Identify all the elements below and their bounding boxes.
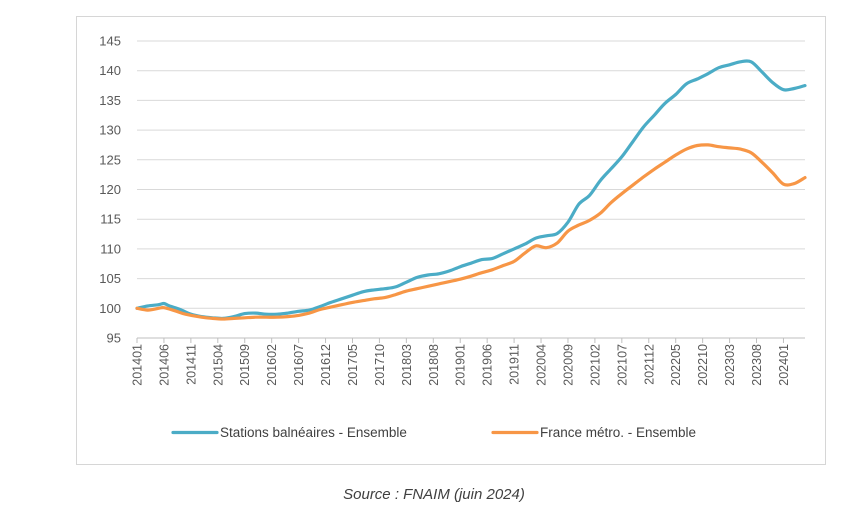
x-tick-label: 201509 xyxy=(238,344,252,386)
x-tick-label: 202112 xyxy=(642,344,656,385)
y-tick-label: 140 xyxy=(99,63,121,78)
series-lines xyxy=(135,59,807,321)
x-tick-label: 201901 xyxy=(454,344,468,386)
y-tick-label: 110 xyxy=(100,241,121,256)
x-tick-label: 201411 xyxy=(184,344,198,385)
x-tick-label: 202308 xyxy=(750,344,764,386)
y-axis-ticks: 95 100 105 110 115 120 125 130 135 140 145 xyxy=(99,34,121,346)
legend-label-2: France métro. - Ensemble xyxy=(540,425,696,440)
gridlines xyxy=(137,40,805,339)
x-tick-label: 202107 xyxy=(615,344,629,386)
y-tick-label: 105 xyxy=(99,271,121,286)
x-tick-label: 201406 xyxy=(157,344,171,386)
y-tick-label: 95 xyxy=(107,331,121,346)
y-tick-label: 135 xyxy=(99,93,121,108)
x-tick-label: 201710 xyxy=(373,344,387,386)
x-tick-label: 202401 xyxy=(777,344,791,386)
y-tick-label: 145 xyxy=(99,34,121,49)
legend-label-1: Stations balnéaires - Ensemble xyxy=(220,425,407,440)
x-tick-label: 201607 xyxy=(292,344,306,386)
x-tick-label: 201602 xyxy=(265,344,279,386)
chart-frame: 95 100 105 110 115 120 125 130 135 140 145 201401 2… xyxy=(76,16,826,465)
x-tick-label: 202009 xyxy=(561,344,575,386)
x-axis-ticks: 201401 201406 201411 201504 201509 201602 2016… xyxy=(131,338,791,386)
y-tick-label: 130 xyxy=(99,123,121,138)
x-tick-label: 201401 xyxy=(131,344,145,386)
x-tick-label: 201808 xyxy=(427,344,441,386)
x-tick-label: 202102 xyxy=(588,344,602,386)
y-tick-label: 100 xyxy=(99,301,121,316)
x-tick-label: 202205 xyxy=(669,344,683,386)
x-tick-label: 201705 xyxy=(346,344,360,386)
x-tick-label: 202303 xyxy=(723,344,737,386)
series-line-2 xyxy=(135,143,807,321)
y-tick-label: 125 xyxy=(99,152,121,167)
y-tick-label: 120 xyxy=(99,182,121,197)
y-tick-label: 115 xyxy=(100,212,121,227)
x-tick-label: 201803 xyxy=(400,344,414,386)
x-tick-label: 201612 xyxy=(319,344,333,386)
x-tick-label: 201906 xyxy=(481,344,495,386)
legend: Stations balnéaires - Ensemble France mét… xyxy=(171,425,696,440)
x-tick-label: 202004 xyxy=(535,344,549,386)
x-tick-label: 201911 xyxy=(508,344,522,385)
series-line-1 xyxy=(135,59,807,321)
x-tick-label: 201504 xyxy=(211,344,225,386)
source-caption: Source : FNAIM (juin 2024) xyxy=(343,486,525,503)
x-tick-label: 202210 xyxy=(696,344,710,386)
